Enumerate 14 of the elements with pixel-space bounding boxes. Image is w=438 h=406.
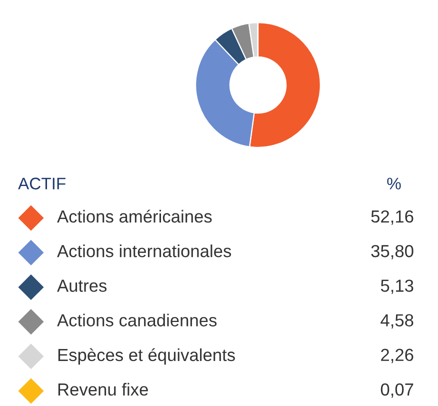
data-label: 4,58 [380,314,414,329]
data-label: 35,80 [371,244,414,260]
legend-label: Espèces et équivalents [58,348,235,365]
data-label: 2,26 [381,348,414,364]
data-label: 5,13 [380,280,414,294]
text: % [387,178,401,190]
legend-title: ACTIF [18,178,66,190]
data-label: 52,16 [371,210,414,225]
legend-label: Actions internationales [57,244,232,258]
legend-label: Revenu fixe [58,382,148,396]
legend-label: Actions américaines [57,210,212,223]
legend-label: Autres [57,280,107,292]
data-label: 0,07 [380,383,414,398]
legend-label: Actions canadiennes [57,314,217,326]
